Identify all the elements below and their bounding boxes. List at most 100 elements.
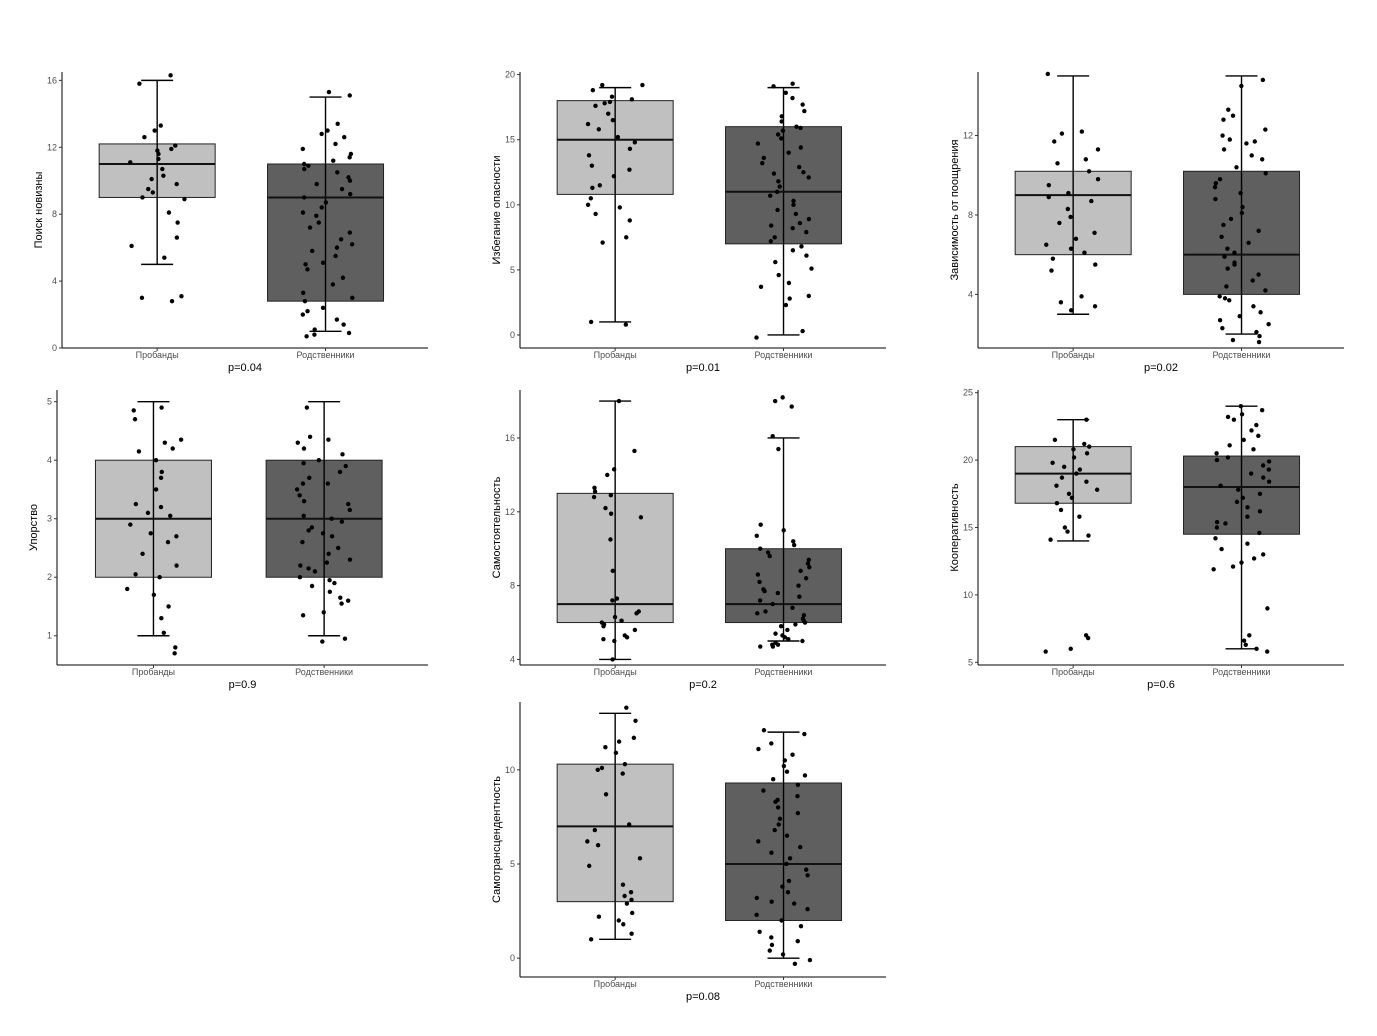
data-point [1043, 649, 1048, 654]
data-point [159, 405, 164, 410]
data-point [132, 417, 138, 422]
data-point [1225, 455, 1231, 460]
data-point [1054, 483, 1059, 488]
data-point [786, 280, 792, 286]
data-point [609, 94, 615, 99]
data-point [791, 901, 797, 906]
data-point [791, 539, 796, 544]
data-point [1260, 463, 1266, 468]
data-point [1058, 507, 1064, 513]
y-tick-label: 5 [47, 397, 52, 407]
data-point [772, 398, 778, 404]
data-point [1225, 246, 1230, 251]
x-axis-title: p=0.01 [686, 362, 720, 374]
data-point [1214, 451, 1219, 456]
data-point [314, 213, 319, 219]
data-point [1082, 250, 1087, 255]
data-point [586, 863, 592, 869]
data-point [302, 298, 308, 304]
data-point [791, 202, 796, 207]
data-point [783, 90, 788, 96]
data-point [1213, 536, 1218, 541]
data-point [1221, 222, 1226, 228]
data-point [170, 446, 175, 451]
data-point [756, 746, 761, 752]
data-point [162, 440, 168, 445]
data-point [338, 237, 344, 242]
panel-7: 0 5 10 Пробанды Родственники p=0.08 Самотрансц… [491, 702, 886, 1003]
y-tick-label: 16 [505, 433, 515, 443]
data-point [1071, 447, 1076, 452]
data-point [174, 563, 179, 568]
data-point [173, 645, 178, 650]
data-point [1074, 471, 1079, 476]
data-point [146, 186, 151, 192]
data-point [297, 575, 303, 580]
data-point [346, 330, 352, 336]
data-point [790, 81, 795, 86]
data-point [1265, 649, 1270, 654]
data-point [131, 408, 136, 413]
data-point [161, 173, 166, 178]
data-point [1256, 272, 1261, 277]
data-point [1239, 210, 1245, 216]
data-point [1213, 196, 1218, 202]
data-point [798, 923, 804, 929]
data-point [777, 184, 782, 189]
x-category-label: Пробанды [1052, 350, 1095, 360]
data-point [802, 773, 808, 778]
data-point [616, 739, 622, 744]
data-point [1045, 71, 1051, 77]
data-point [779, 119, 784, 124]
data-point [1238, 190, 1243, 196]
data-point [593, 103, 598, 109]
data-point [781, 528, 786, 533]
data-point [304, 334, 309, 339]
x-category-label: Пробанды [136, 350, 179, 360]
data-point [798, 125, 803, 131]
data-point [1086, 533, 1091, 538]
y-tick-label: 4 [968, 289, 973, 299]
data-point [790, 605, 795, 610]
x-category-label: Родственники [295, 667, 353, 677]
y-tick-label: 0 [510, 953, 515, 963]
data-point [149, 176, 154, 182]
y-tick-label: 1 [47, 631, 52, 641]
data-point [804, 253, 809, 258]
data-point [786, 878, 792, 884]
data-point [809, 266, 814, 271]
data-point [801, 612, 807, 618]
data-point [613, 750, 619, 756]
data-point [795, 793, 800, 799]
data-point [786, 150, 791, 155]
data-point [637, 856, 643, 861]
data-point [1257, 509, 1263, 514]
y-tick-label: 8 [968, 210, 973, 220]
data-point [165, 539, 171, 545]
data-point [797, 220, 803, 226]
data-point [610, 598, 615, 603]
data-point [1254, 329, 1259, 335]
data-point [1086, 444, 1092, 449]
data-point [1217, 294, 1222, 299]
x-category-label: Пробанды [1052, 667, 1095, 677]
data-point [336, 545, 341, 551]
data-point [590, 185, 595, 191]
data-point [140, 195, 145, 200]
data-point [1236, 487, 1241, 492]
data-point [763, 609, 768, 614]
data-point [1225, 414, 1231, 420]
data-point [309, 525, 315, 530]
data-point [1084, 451, 1090, 456]
data-point [632, 140, 638, 145]
y-tick-label: 12 [47, 142, 57, 152]
data-point [591, 494, 597, 500]
data-point [1049, 268, 1054, 273]
data-point [1237, 314, 1242, 319]
data-point [148, 531, 153, 536]
data-point [323, 200, 329, 205]
data-point [1211, 567, 1216, 572]
data-point [1068, 646, 1073, 652]
data-point [592, 485, 597, 491]
data-point [307, 225, 313, 230]
